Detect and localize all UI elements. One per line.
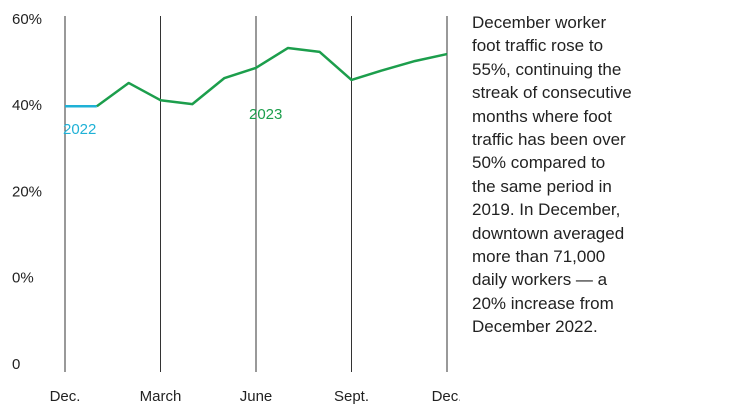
series-label: 2023 [249, 106, 282, 123]
annotation-line: downtown averaged [472, 223, 625, 243]
annotation: December worker foot traffic rose to 55%, … [472, 11, 727, 339]
annotation-line: December worker [472, 13, 607, 32]
annotation-line: months where foot [472, 106, 612, 126]
line-series [96, 46, 448, 108]
series-label: 2022 [63, 121, 96, 138]
annotation-line: the same period in [472, 176, 612, 196]
annotation-line: 50% compared to [472, 153, 606, 173]
x-tick-label: June [240, 388, 273, 405]
y-tick-label: 0 [12, 356, 20, 373]
x-tick-label: Dec. [432, 388, 460, 405]
annotation-line: December 2022. [472, 317, 598, 337]
chart: 60% 40% 20% 0% 0 Dec. March June Sept. Dec. 2022 20… [12, 11, 462, 405]
y-tick-label: 20% [12, 183, 42, 200]
y-tick-label: 60% [12, 11, 42, 28]
y-tick-label: 40% [12, 97, 42, 114]
annotation-line: daily workers — a [472, 270, 608, 290]
annotation-line: streak of consecutive [472, 83, 632, 103]
annotation-line: 55%, continuing the [472, 59, 622, 79]
annotation-line: 2019. In December, [472, 200, 621, 220]
x-tick-label: Sept. [334, 388, 369, 405]
annotation-line: foot traffic rose to [472, 36, 604, 56]
annotation-line: 20% increase from [472, 293, 614, 313]
annotation-line: traffic has been over [472, 130, 626, 150]
annotation-line: more than 71,000 [472, 247, 606, 267]
x-tick-label: March [140, 388, 182, 405]
y-tick-label: 0% [12, 270, 34, 287]
x-tick-label: Dec. [50, 388, 81, 405]
